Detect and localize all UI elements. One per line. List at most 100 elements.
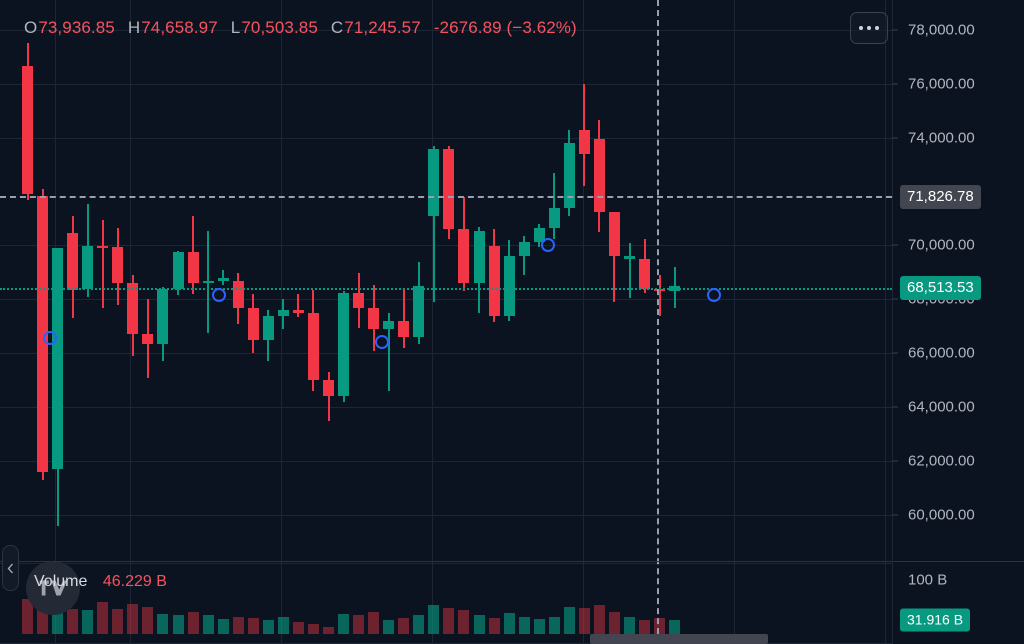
volume-bar	[307, 624, 319, 634]
price-axis-tick: 60,000.00	[908, 506, 975, 524]
chevron-left-icon	[7, 563, 13, 573]
candle-body	[52, 248, 64, 470]
last-price-line	[0, 288, 892, 290]
axis-tick-mark	[892, 244, 898, 246]
candle-body	[202, 280, 214, 284]
candle-wick	[402, 288, 405, 348]
volume-bar	[262, 620, 274, 634]
horizontal-scrollbar[interactable]	[0, 634, 892, 644]
more-options-button[interactable]	[850, 12, 888, 44]
candle-body	[82, 245, 94, 289]
volume-bar	[548, 616, 560, 634]
volume-bar	[488, 617, 500, 634]
volume-bar	[563, 606, 575, 634]
volume-value-pill: 31.916 B	[900, 608, 971, 632]
axis-tick-mark	[892, 406, 898, 408]
low-value: 70,503.85	[241, 18, 318, 37]
volume-bar	[398, 617, 410, 634]
candle-body	[247, 307, 259, 340]
candle-body	[624, 256, 635, 260]
pivot-marker[interactable]	[212, 288, 226, 302]
candle-wick	[101, 219, 104, 308]
candle-body	[307, 312, 319, 381]
candle-wick	[222, 269, 225, 285]
volume-bar	[292, 621, 304, 634]
volume-bar	[157, 614, 169, 634]
candle-body	[639, 259, 651, 289]
volume-bar	[654, 617, 666, 634]
volume-bar	[187, 611, 199, 634]
volume-bar	[97, 601, 109, 634]
candle-body	[443, 148, 455, 230]
pivot-marker[interactable]	[707, 288, 721, 302]
axis-tick-mark	[892, 83, 898, 85]
candle-body	[142, 334, 154, 344]
last-price-pill: 68,513.53	[900, 276, 981, 300]
high-value: 74,658.97	[141, 18, 218, 37]
price-axis-tick: 70,000.00	[908, 236, 975, 254]
volume-bar	[112, 609, 124, 634]
pivot-marker[interactable]	[43, 331, 57, 345]
pane-separator	[0, 561, 1024, 562]
volume-bar	[82, 610, 94, 634]
price-axis-tick: 74,000.00	[908, 129, 975, 147]
volume-bar	[533, 619, 545, 634]
crosshair-price-pill: 71,826.78	[900, 185, 981, 209]
volume-bar	[368, 611, 380, 634]
volume-bar	[608, 611, 620, 634]
candle-body	[488, 245, 500, 316]
open-label: O	[24, 18, 38, 37]
candle-body	[127, 283, 139, 335]
price-axis-tick: 64,000.00	[908, 398, 975, 416]
candle-wick	[387, 312, 390, 392]
volume-bar	[323, 626, 334, 634]
candle-body	[428, 148, 440, 216]
candle-body	[67, 233, 79, 290]
price-axis-tick: 76,000.00	[908, 75, 975, 93]
axis-tick-mark	[892, 352, 898, 354]
close-label: C	[330, 18, 344, 37]
crosshair-vertical-line[interactable]	[657, 0, 659, 644]
collapse-sidebar-button[interactable]	[2, 545, 19, 591]
volume-bar	[578, 607, 590, 634]
price-axis-tick: 66,000.00	[908, 344, 975, 362]
volume-bar	[518, 616, 530, 634]
ohlc-legend: O 73,936.85 H 74,658.97 L 70,503.85 C 71…	[24, 18, 577, 38]
volume-bar	[127, 604, 139, 634]
open-value: 73,936.85	[38, 18, 115, 37]
candle-wick	[553, 172, 556, 239]
candle-body	[473, 230, 485, 284]
candle-wick	[658, 275, 661, 316]
candle-body	[232, 280, 244, 308]
candle-body	[37, 195, 49, 472]
candle-body	[398, 321, 410, 338]
dot-icon	[867, 26, 871, 30]
candle-body	[654, 288, 666, 292]
candle-body	[563, 143, 575, 208]
candle-body	[157, 288, 169, 344]
volume-bar	[217, 619, 229, 634]
scrollbar-thumb[interactable]	[590, 634, 768, 644]
volume-bar	[202, 615, 214, 634]
price-axis[interactable]: 78,000.0076,000.0074,000.0070,000.0068,0…	[892, 0, 1024, 644]
pivot-marker[interactable]	[375, 335, 389, 349]
volume-value: 46.229 B	[102, 573, 167, 590]
crosshair-horizontal-line	[0, 196, 892, 198]
candle-body	[262, 315, 274, 340]
candle-body	[217, 277, 229, 281]
pivot-marker[interactable]	[541, 238, 555, 252]
close-value: 71,245.57	[344, 18, 421, 37]
volume-bar	[383, 620, 395, 634]
candle-body	[277, 310, 289, 316]
volume-bar	[593, 605, 605, 634]
volume-legend: Volume 46.229 B	[34, 573, 167, 591]
candle-body	[97, 245, 109, 249]
dot-icon	[875, 26, 879, 30]
volume-bar	[142, 606, 154, 634]
volume-bar	[22, 599, 33, 634]
axis-tick-mark	[892, 298, 898, 300]
candle-body	[292, 310, 304, 313]
candle-body	[593, 139, 605, 212]
low-label: L	[230, 18, 241, 37]
